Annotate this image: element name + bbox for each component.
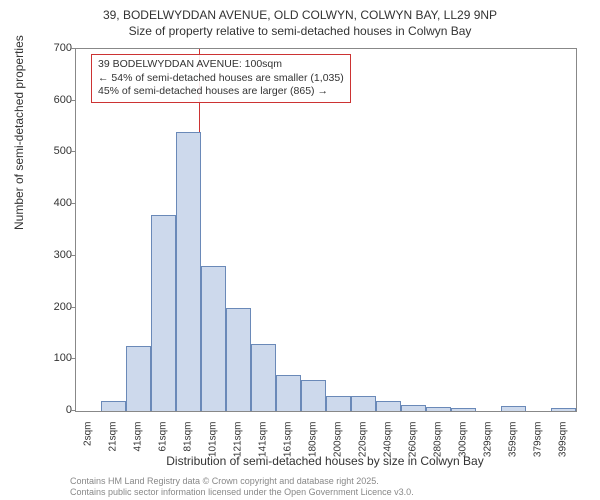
- histogram-bar: [201, 266, 226, 411]
- histogram-bar: [501, 406, 526, 411]
- histogram-bar: [151, 215, 176, 412]
- annotation-box: 39 BODELWYDDAN AVENUE: 100sqm← 54% of se…: [91, 54, 351, 103]
- histogram-bar: [251, 344, 276, 411]
- y-tick-label: 200: [32, 301, 72, 313]
- plot-area: 39 BODELWYDDAN AVENUE: 100sqm← 54% of se…: [75, 48, 577, 412]
- y-tick-label: 400: [32, 197, 72, 209]
- histogram-bar: [301, 380, 326, 411]
- y-tick-label: 0: [32, 404, 72, 416]
- annotation-line: 45% of semi-detached houses are larger (…: [98, 85, 344, 99]
- histogram-bar: [376, 401, 401, 411]
- footer-line-2: Contains public sector information licen…: [70, 487, 414, 498]
- histogram-bar: [226, 308, 251, 411]
- histogram-bar: [426, 407, 451, 411]
- histogram-bar: [101, 401, 126, 411]
- histogram-bar: [551, 408, 576, 411]
- y-tick-label: 700: [32, 42, 72, 54]
- title-line-2: Size of property relative to semi-detach…: [0, 24, 600, 40]
- histogram-bar: [351, 396, 376, 412]
- y-axis-label: Number of semi-detached properties: [12, 35, 26, 230]
- histogram-bar: [401, 405, 426, 411]
- title-line-1: 39, BODELWYDDAN AVENUE, OLD COLWYN, COLW…: [0, 8, 600, 24]
- y-tick-label: 100: [32, 352, 72, 364]
- y-tick-label: 300: [32, 249, 72, 261]
- footer-attribution: Contains HM Land Registry data © Crown c…: [70, 476, 414, 498]
- x-axis-label: Distribution of semi-detached houses by …: [75, 454, 575, 468]
- histogram-bar: [276, 375, 301, 411]
- histogram-bar: [176, 132, 201, 411]
- title-block: 39, BODELWYDDAN AVENUE, OLD COLWYN, COLW…: [0, 0, 600, 39]
- histogram-bar: [126, 346, 151, 411]
- y-tick-label: 600: [32, 94, 72, 106]
- histogram-bar: [326, 396, 351, 412]
- annotation-line: 39 BODELWYDDAN AVENUE: 100sqm: [98, 58, 344, 72]
- histogram-bar: [451, 408, 476, 411]
- chart-container: 39, BODELWYDDAN AVENUE, OLD COLWYN, COLW…: [0, 0, 600, 500]
- y-tick-label: 500: [32, 145, 72, 157]
- annotation-line: ← 54% of semi-detached houses are smalle…: [98, 72, 344, 86]
- footer-line-1: Contains HM Land Registry data © Crown c…: [70, 476, 414, 487]
